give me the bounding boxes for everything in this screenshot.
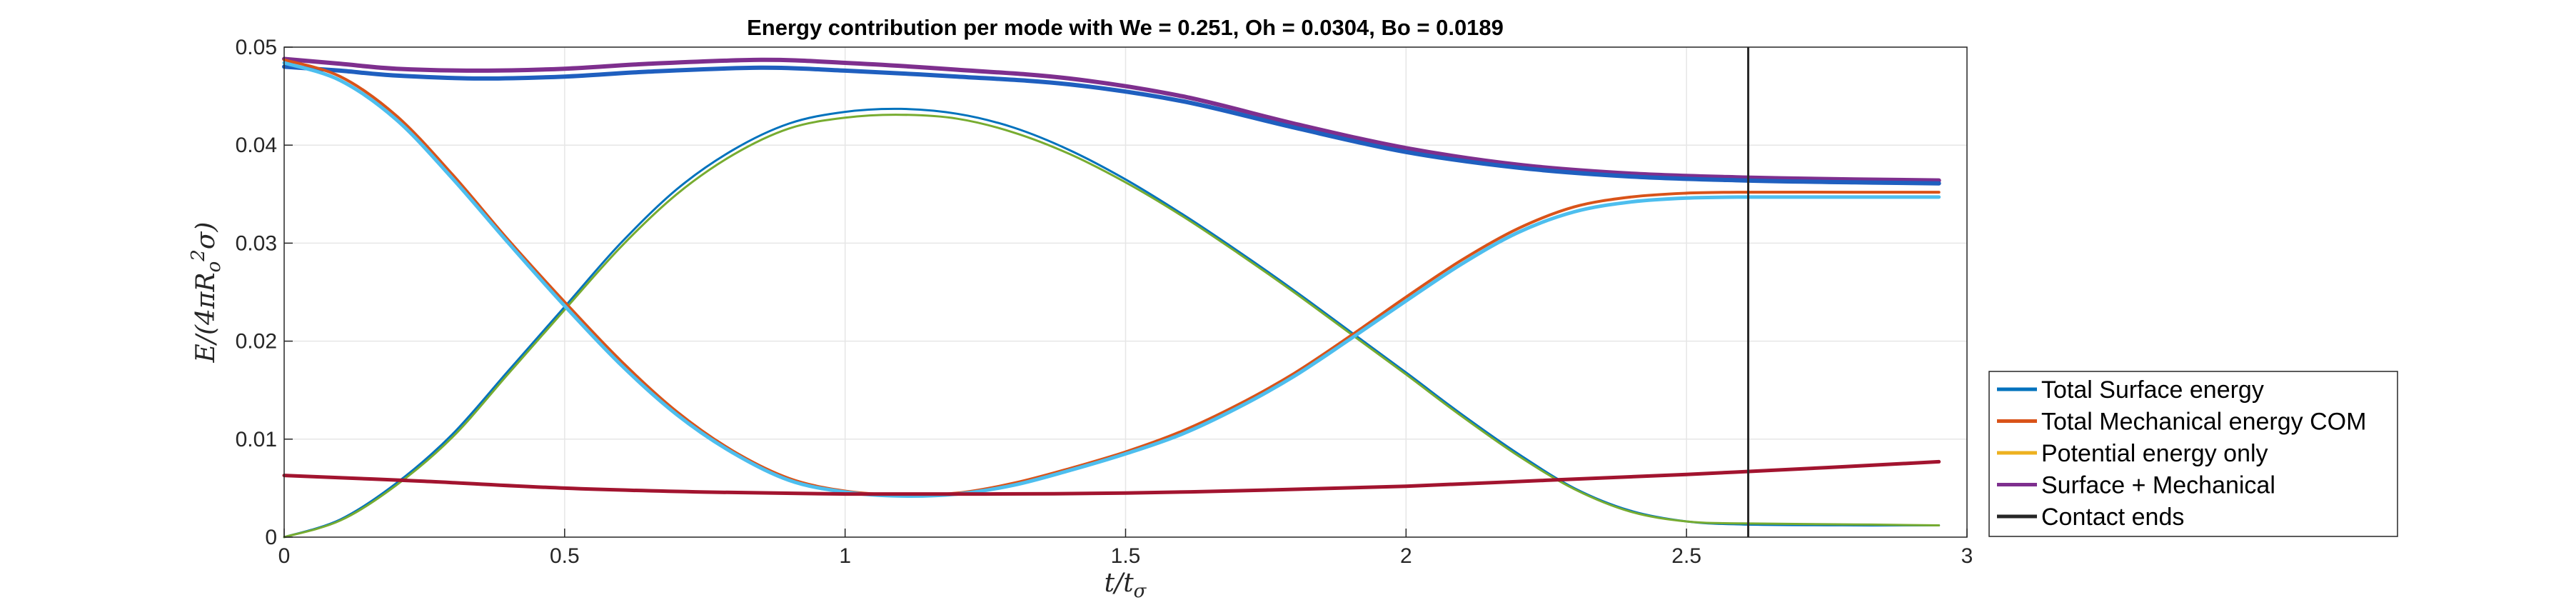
grid-lines <box>284 47 1967 537</box>
chart-title: Energy contribution per mode with We = 0… <box>747 15 1504 40</box>
x-tick-label: 1.5 <box>1111 544 1141 568</box>
series-line-6 <box>282 61 1941 498</box>
legend-label: Total Mechanical energy COM <box>2041 409 2366 436</box>
x-tick-label: 2 <box>1400 544 1412 568</box>
legend-box <box>1988 371 2398 537</box>
x-tick-label: 0.5 <box>550 544 580 568</box>
legend-label: Total Surface energy <box>2041 376 2264 404</box>
y-tick-label: 0.02 <box>236 330 277 354</box>
legend-label: Surface + Mechanical <box>2041 472 2275 499</box>
series-line-4 <box>283 114 1941 539</box>
legend-label: Contact ends <box>2041 504 2184 531</box>
series-line-5 <box>283 58 1941 497</box>
y-tick-label: 0.03 <box>236 231 277 255</box>
series-line-1 <box>282 56 1941 183</box>
legend: Total Surface energy Total Mechanical ene… <box>1988 371 2398 537</box>
y-axis-label: E/(4πRo2σ) <box>188 222 225 364</box>
x-tick-label: 3 <box>1961 544 1973 568</box>
legend-items: Total Surface energy Total Mechanical ene… <box>1997 376 2366 531</box>
y-tick-label: 0.01 <box>236 428 277 451</box>
series-line-7 <box>282 459 1941 496</box>
y-tick-label: 0.04 <box>236 134 277 157</box>
x-tick-label: 0 <box>278 544 291 568</box>
y-tick-label: 0.05 <box>236 36 277 59</box>
x-tick-label: 2.5 <box>1671 544 1701 568</box>
series-layer <box>282 56 1941 539</box>
legend-label: Potential energy only <box>2041 440 2268 467</box>
x-tick-label: 1 <box>839 544 851 568</box>
series-line-2 <box>282 64 1941 186</box>
axis-ticks: 0 0.5 1 1.5 2 2.5 3 0 0.01 0.02 0.03 0.04 0.05 <box>236 36 1973 568</box>
x-axis-label: t/tσ <box>1105 569 1147 600</box>
y-tick-label: 0 <box>265 526 277 549</box>
